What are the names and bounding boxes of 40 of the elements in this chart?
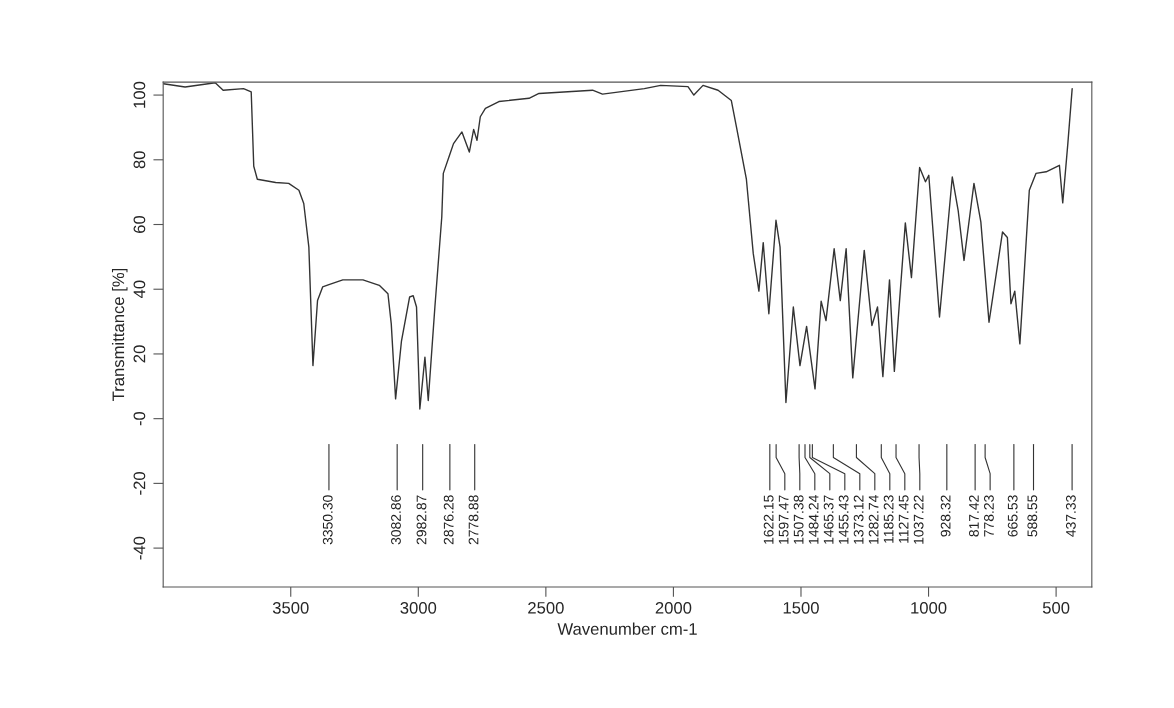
annotation: 1282.74 <box>868 495 879 544</box>
y-tick-label: 80 <box>133 151 146 169</box>
annotation: 3082.86 <box>391 495 401 545</box>
x-axis-title: Wavenumber cm-1 <box>557 622 697 635</box>
y-tick-label: -0 <box>133 411 146 426</box>
annotation: 588.55 <box>1027 495 1038 537</box>
x-tick-label: 3500 <box>272 601 309 614</box>
annotation: 2982.87 <box>416 495 427 545</box>
annotation: 1037.22 <box>913 495 924 544</box>
annotation: 437.33 <box>1065 495 1076 537</box>
x-tick-label: 1000 <box>911 601 947 614</box>
annotation: 2876.28 <box>443 495 454 545</box>
annotation: 1622.15 <box>763 495 774 544</box>
annotation: 3350.30 <box>322 495 333 545</box>
annotation: 1484.24 <box>808 495 819 544</box>
line-series <box>163 82 1073 410</box>
x-tick-label: 3000 <box>400 601 437 614</box>
annotation: 928.32 <box>940 495 951 537</box>
y-tick-label: 60 <box>133 215 146 233</box>
annotation: 1455.43 <box>838 495 849 544</box>
x-tick-label: 2000 <box>655 601 692 614</box>
y-axis-title: Transmittance [%] <box>111 268 128 401</box>
annotation: 1127.45 <box>898 495 909 543</box>
y-tick-label: 40 <box>133 280 146 299</box>
y-tick-label: 100 <box>133 81 146 108</box>
annotation: 1597.47 <box>778 495 789 544</box>
y-tick-label: 20 <box>133 345 146 363</box>
annotation: 2778.88 <box>468 495 479 545</box>
x-tick-label: 500 <box>1042 601 1070 614</box>
annotation: 778.23 <box>984 495 994 537</box>
annotation: 1373.12 <box>853 495 864 544</box>
y-tick-label: -40 <box>133 536 146 560</box>
x-tick-label: 2500 <box>528 601 564 614</box>
x-tick-label: 1500 <box>783 601 819 614</box>
annotation: 1507.38 <box>793 495 804 544</box>
annotation: 1465.37 <box>823 495 834 544</box>
annotation: 665.53 <box>1007 495 1018 537</box>
y-tick-label: -20 <box>133 471 146 495</box>
annotation: 817.42 <box>969 495 979 537</box>
annotation: 1185.23 <box>883 495 894 543</box>
